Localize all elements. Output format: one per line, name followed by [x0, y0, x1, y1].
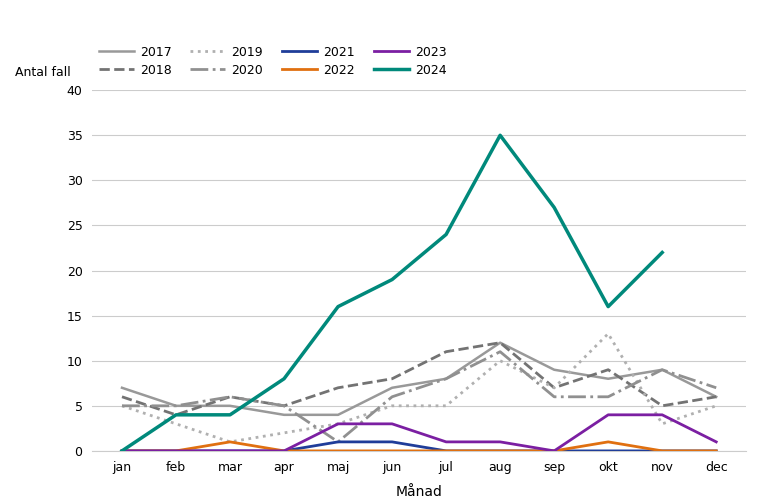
Text: Antal fall: Antal fall	[15, 66, 71, 79]
Legend: 2017, 2018, 2019, 2020, 2021, 2022, 2023, 2024: 2017, 2018, 2019, 2020, 2021, 2022, 2023…	[98, 46, 447, 77]
X-axis label: Månad: Månad	[396, 485, 442, 498]
